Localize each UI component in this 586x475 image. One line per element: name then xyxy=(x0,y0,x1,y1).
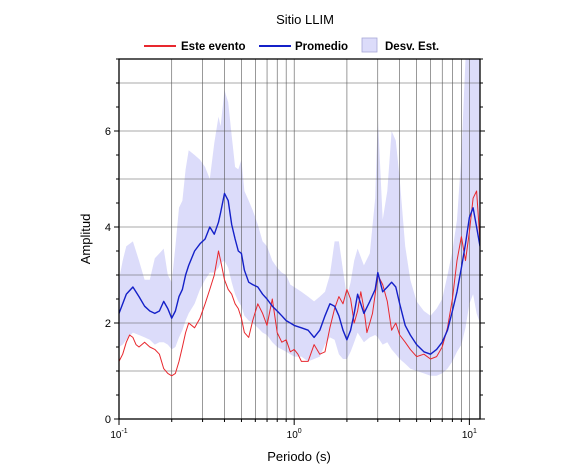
plot-frame xyxy=(118,58,481,420)
legend-label-este-evento: Este evento xyxy=(181,41,246,53)
y-tick-label: 4 xyxy=(105,222,111,234)
x-tick-label: 100 xyxy=(287,428,302,441)
y-axis-label: Amplitud xyxy=(78,214,93,265)
series-line-este-evento xyxy=(119,190,480,377)
series-line-promedio xyxy=(119,192,480,355)
x-tick-label: 10-1 xyxy=(110,428,127,441)
legend-label-desv-est: Desv. Est. xyxy=(385,41,439,53)
x-tick-exponent: 1 xyxy=(473,428,477,435)
x-axis-label: Periodo (s) xyxy=(267,449,331,464)
legend-swatch-desv-est xyxy=(361,37,378,53)
x-tick-exponent: -1 xyxy=(121,428,127,435)
x-tick-label: 101 xyxy=(462,428,477,441)
y-tick-label: 6 xyxy=(105,126,111,138)
legend: Este evento Promedio Desv. Est. xyxy=(144,37,439,53)
chart-title: Sitio LLIM xyxy=(276,12,334,27)
plot-area xyxy=(119,59,480,419)
y-tick-label: 0 xyxy=(105,414,111,426)
x-tick-exponent: 0 xyxy=(298,428,302,435)
legend-label-promedio: Promedio xyxy=(295,41,348,53)
std-dev-band xyxy=(119,59,480,376)
y-tick-label: 2 xyxy=(105,318,111,330)
